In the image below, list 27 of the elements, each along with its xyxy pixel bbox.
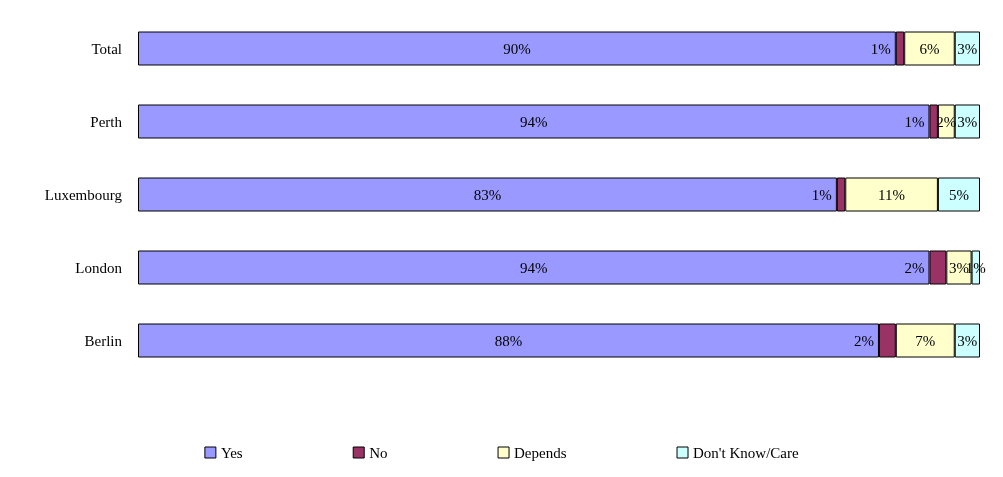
data-label: 1%	[904, 113, 925, 130]
data-label: 11%	[878, 186, 906, 203]
y-tick-label: Total	[91, 40, 122, 57]
legend-label: Yes	[220, 444, 243, 461]
y-tick-label: Perth	[90, 113, 123, 130]
data-label: 94%	[519, 113, 548, 130]
legend-label: Don't Know/Care	[693, 444, 799, 461]
data-label: 7%	[915, 332, 936, 349]
data-label: 83%	[473, 186, 502, 203]
y-tick-label: Luxembourg	[44, 186, 123, 203]
data-label: 1%	[811, 186, 832, 203]
data-label: 5%	[948, 186, 969, 203]
data-label: 3%	[957, 113, 978, 130]
data-label: 3%	[948, 259, 969, 276]
y-tick-label: London	[75, 259, 123, 276]
data-label: 90%	[503, 40, 531, 57]
data-label: 3%	[957, 332, 978, 349]
legend-label: Depends	[514, 444, 567, 461]
data-label: 88%	[494, 332, 523, 349]
data-label: 3%	[957, 40, 978, 57]
data-label: 6%	[919, 40, 940, 57]
data-label: 1%	[870, 40, 891, 57]
data-label: 2%	[853, 332, 874, 349]
data-label: 2%	[904, 259, 925, 276]
legend-label: No	[369, 444, 388, 461]
y-tick-label: Berlin	[84, 332, 123, 349]
data-label: 94%	[519, 259, 548, 276]
